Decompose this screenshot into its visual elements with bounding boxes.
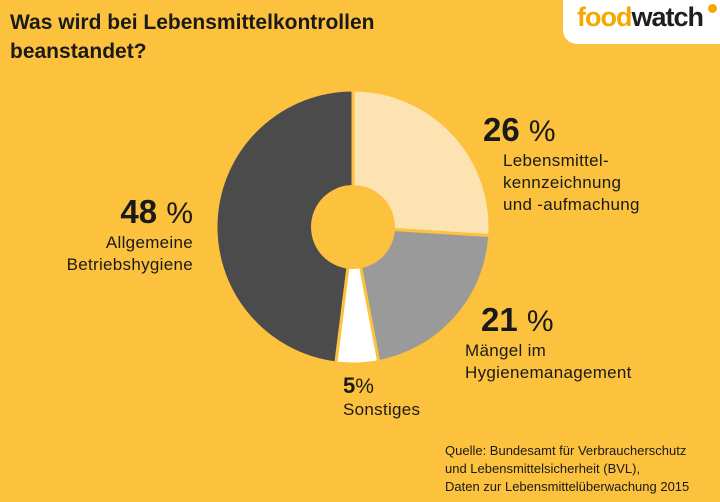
title-line-2: beanstandet? [10,40,147,63]
category-label-line: Mängel im [465,341,547,360]
category-label-line: und -aufmachung [503,195,640,214]
slice-allgemeine-betriebshygiene [214,88,355,365]
slice-lebensmittelkennzeichnung [351,88,492,238]
source-line: Daten zur Lebensmittelüberwachung 2015 [445,479,690,494]
category-label-line: Betriebshygiene [66,255,193,274]
source-line: und Lebensmittelsicherheit (BVL), [445,461,641,476]
label-maengel-im-hygienemanagement: 21 % Mängel im Hygienemanagement [465,302,632,384]
label-sonstiges: 5% Sonstiges [343,374,420,421]
label-allgemeine-betriebshygiene: 48 % Allgemeine Betriebshygiene [67,194,193,276]
logo-text-food: food [577,2,632,32]
label-lebensmittelkennzeichnung: 26 % Lebensmittel- kennzeichnung und -au… [483,112,640,216]
donut-hole [311,185,395,269]
category-label-line: Allgemeine [105,233,193,252]
value-label-21: 21 % [481,301,554,339]
chart-title: Was wird bei Lebensmittelkontrollen bean… [10,8,530,66]
slice-maengel-hygienemanagement [351,225,492,364]
registered-mark-icon [708,4,717,13]
category-label-line: Lebensmittel- [503,151,609,170]
source-note: Quelle: Bundesamt für Verbraucherschutz … [445,442,689,496]
category-label-line: Hygienemanagement [465,363,632,382]
logo-text-watch: watch [631,2,704,32]
title-line-1: Was wird bei Lebensmittelkontrollen [10,11,375,34]
category-label-line: Sonstiges [343,400,421,419]
value-label-48: 48 % [120,193,193,231]
source-line: Quelle: Bundesamt für Verbraucherschutz [445,443,687,458]
foodwatch-logo: foodwatch [563,0,720,44]
value-label-26: 26 % [483,111,556,149]
value-label-5: 5% [343,373,374,399]
category-label-line: kennzeichnung [503,173,622,192]
